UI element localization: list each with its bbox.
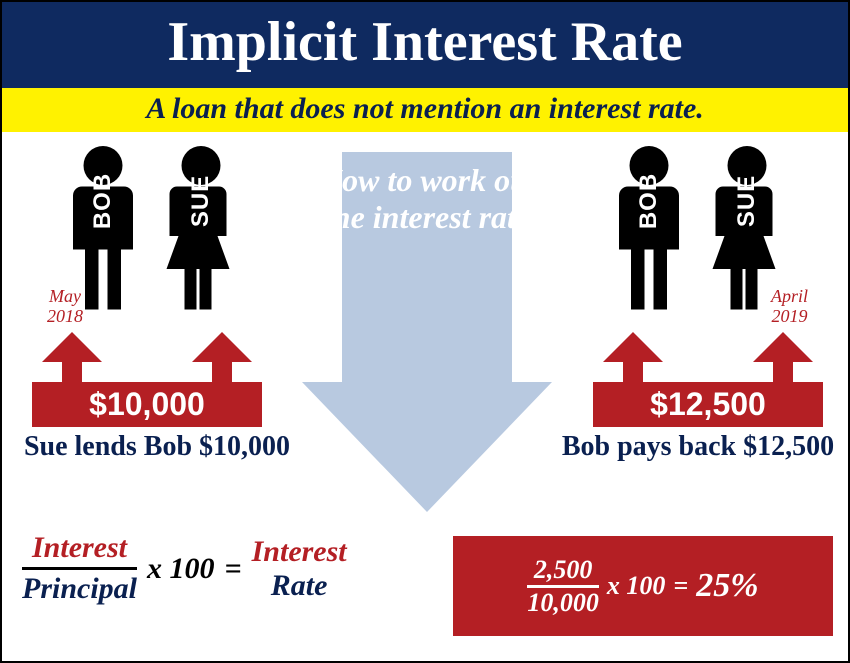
sue-label: SUE: [187, 175, 215, 227]
result-word2: Rate: [271, 569, 328, 603]
calc-fraction: 2,500 10,000: [527, 555, 599, 618]
formula-fraction: Interest Principal: [22, 531, 137, 606]
calc-numerator: 2,500: [534, 555, 593, 585]
formula-result-label: Interest Rate: [252, 535, 347, 603]
calculation-box: 2,500 10,000 x 100 = 25%: [453, 536, 833, 636]
center-arrow-text: How to work out the interest rate: [312, 162, 542, 236]
bob-figure-right: BOB: [604, 142, 694, 317]
date-left: May 2018: [47, 287, 83, 327]
formula-definition: Interest Principal x 100 = Interest Rate: [22, 531, 347, 606]
main-title: Implicit Interest Rate: [2, 2, 848, 88]
calc-equals: =: [673, 571, 688, 601]
caption-left: Sue lends Bob $10,000: [17, 432, 297, 463]
formula-equals: =: [225, 552, 242, 586]
bob-label-right: BOB: [635, 173, 663, 229]
formula-row: Interest Principal x 100 = Interest Rate…: [2, 531, 848, 651]
date-right: April 2019: [771, 287, 808, 327]
amount-right: $12,500: [593, 382, 823, 427]
sue-figure-left: SUE: [156, 142, 246, 317]
calc-result: 25%: [696, 567, 758, 605]
formula-denominator: Principal: [22, 570, 137, 606]
formula-multiplier: x 100: [147, 552, 215, 586]
formula-numerator: Interest: [28, 531, 131, 567]
subtitle: A loan that does not mention an interest…: [2, 88, 848, 132]
caption-right: Bob pays back $12,500: [558, 432, 838, 463]
result-word1: Interest: [252, 535, 347, 569]
bob-label: BOB: [89, 173, 117, 229]
amount-left: $10,000: [32, 382, 262, 427]
calc-denominator: 10,000: [527, 588, 599, 618]
calc-multiplier: x 100: [607, 571, 666, 601]
illustration-area: BOB SUE May 2018 $10,000 Sue lends Bob $…: [2, 132, 848, 532]
sue-label-right: SUE: [733, 175, 761, 227]
